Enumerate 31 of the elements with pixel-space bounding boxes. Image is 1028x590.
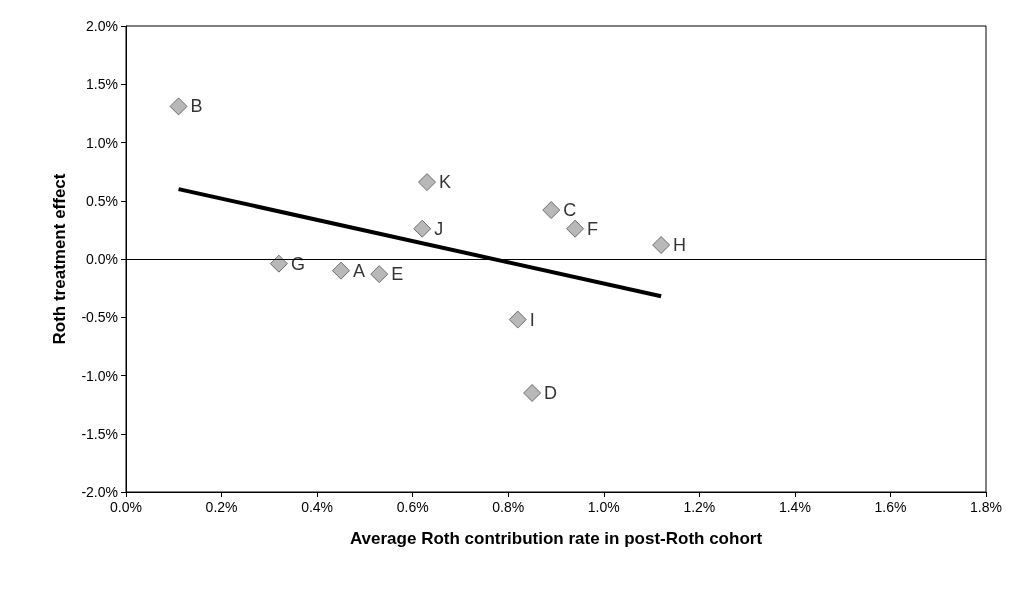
annotation: K (439, 172, 452, 193)
y-tick-label: -1.5% (81, 425, 118, 442)
x-tick-label: 0.2% (205, 499, 238, 515)
x-tick-label: 0.8% (492, 499, 525, 515)
y-tick-label: 1.5% (86, 76, 118, 93)
y-tick-label: -0.5% (81, 309, 118, 326)
annotation: B (190, 96, 203, 117)
x-tick-label: 0.0% (110, 499, 142, 515)
x-tick-label: 0.6% (396, 499, 429, 515)
y-tick-label: -1.0% (81, 367, 118, 384)
x-axis-title: Average Roth contribution rate in post-Roth cohort (349, 529, 763, 548)
x-tick-label: 1.6% (874, 499, 907, 515)
y-tick-label: 2.0% (86, 18, 118, 34)
annotation: C (563, 200, 577, 221)
x-tick-label: 1.4% (778, 499, 811, 515)
y-tick-label: 0.0% (86, 251, 118, 267)
x-tick-label: 1.2% (683, 499, 716, 515)
y-axis-title: Roth treatment effect (50, 173, 69, 345)
annotation: H (673, 235, 687, 256)
annotation: D (544, 382, 558, 403)
x-tick-label: 1.8% (970, 499, 1002, 515)
annotation: E (391, 264, 404, 285)
x-tick-label: 0.4% (301, 499, 334, 515)
y-tick-label: -2.0% (81, 484, 118, 500)
annotation: I (529, 309, 535, 330)
annotation: J (434, 218, 444, 239)
y-tick-label: 1.0% (86, 134, 118, 151)
annotation: A (353, 260, 366, 281)
y-tick-label: 0.5% (86, 192, 118, 209)
annotation: F (587, 218, 599, 239)
x-tick-label: 1.0% (587, 499, 620, 515)
